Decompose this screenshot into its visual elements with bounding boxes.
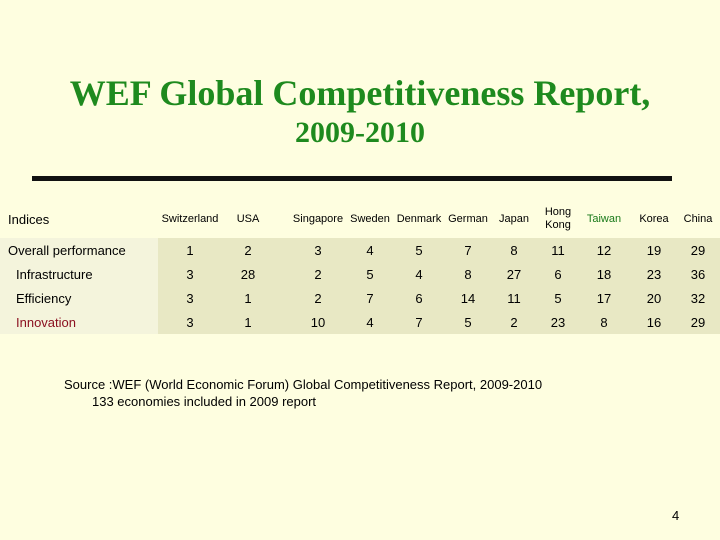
table-cell: 7 xyxy=(464,242,472,258)
table-cell: 8 xyxy=(464,266,472,282)
column-header: Sweden xyxy=(350,212,390,225)
table-cell: 14 xyxy=(460,290,476,306)
column-header: USA xyxy=(236,212,260,225)
row-label: Infrastructure xyxy=(0,262,158,286)
page-number: 4 xyxy=(672,508,680,523)
table-cell: 1 xyxy=(186,242,194,258)
column-header: China xyxy=(683,212,713,225)
table-cell: 3 xyxy=(186,314,194,330)
table-row: Infrastructure 3 28 2 5 4 8 27 6 18 23 36 xyxy=(0,262,720,286)
table-cell: 5 xyxy=(464,314,472,330)
table-cell: 18 xyxy=(596,266,612,282)
table-cell: 4 xyxy=(366,314,374,330)
table-cell: 1 xyxy=(244,290,252,306)
row-label-text: Infrastructure xyxy=(16,266,93,282)
row-cells: 3 1 10 4 7 5 2 23 8 16 29 xyxy=(158,310,720,334)
table-cell: 7 xyxy=(415,314,423,330)
title-divider xyxy=(32,176,268,181)
column-header: Korea xyxy=(639,212,669,225)
row-label: Overall performance xyxy=(0,238,158,262)
row-cells: 3 1 2 7 6 14 11 5 17 20 32 xyxy=(158,286,720,310)
table-cell: 28 xyxy=(240,266,256,282)
table-header-row: Indices Switzerland USA Singapore Sweden Den… xyxy=(0,200,720,238)
column-header: German xyxy=(448,212,488,225)
table-corner-label: Indices xyxy=(0,200,158,238)
row-label-text: Innovation xyxy=(16,314,76,330)
table-cell: 36 xyxy=(690,266,706,282)
column-header: Hong Kong xyxy=(544,206,572,231)
table-cell: 6 xyxy=(554,266,562,282)
table-cell: 16 xyxy=(646,314,662,330)
table-cell: 32 xyxy=(690,290,706,306)
table-cell: 3 xyxy=(314,242,322,258)
table-cell: 1 xyxy=(244,314,252,330)
table-cell: 2 xyxy=(510,314,518,330)
table-cell: 5 xyxy=(554,290,562,306)
column-header: Taiwan xyxy=(586,212,622,225)
page-title-line2: 2009-2010 xyxy=(295,116,425,149)
table-cell: 19 xyxy=(646,242,662,258)
source-line2: 133 economies included in 2009 report xyxy=(92,394,317,409)
corner-label-text: Indices xyxy=(8,211,50,227)
table-cell: 27 xyxy=(506,266,522,282)
table-cell: 12 xyxy=(596,242,612,258)
row-label: Innovation xyxy=(0,310,158,334)
table-cell: 8 xyxy=(600,314,608,330)
table-row: Efficiency 3 1 2 7 6 14 11 5 17 20 32 xyxy=(0,286,720,310)
table-cell: 23 xyxy=(646,266,662,282)
row-cells: 1 2 3 4 5 7 8 11 12 19 29 xyxy=(158,238,720,262)
table-cell: 20 xyxy=(646,290,662,306)
row-label-text: Overall performance xyxy=(8,242,126,258)
column-header: Singapore xyxy=(292,212,344,225)
table-cell: 2 xyxy=(314,266,322,282)
header-cells: Switzerland USA Singapore Sweden Denmark Germ… xyxy=(158,200,720,238)
table-cell: 3 xyxy=(186,266,194,282)
row-cells: 3 28 2 5 4 8 27 6 18 23 36 xyxy=(158,262,720,286)
source-note: Source :WEF (World Economic Forum) Globa… xyxy=(64,376,542,410)
table-cell: 2 xyxy=(314,290,322,306)
table-cell: 11 xyxy=(507,290,521,306)
table-cell: 4 xyxy=(415,266,423,282)
row-label: Efficiency xyxy=(0,286,158,310)
source-line1: Source :WEF (World Economic Forum) Globa… xyxy=(64,377,543,392)
table-cell: 7 xyxy=(366,290,374,306)
table-cell: 3 xyxy=(186,290,194,306)
table-cell: 17 xyxy=(596,290,612,306)
table-cell: 8 xyxy=(510,242,518,258)
table-cell: 5 xyxy=(415,242,423,258)
table-cell: 2 xyxy=(244,242,252,258)
table-row: Overall performance 1 2 3 4 5 7 8 11 12 19 29 xyxy=(0,238,720,262)
table-cell: 5 xyxy=(366,266,374,282)
table-cell: 29 xyxy=(690,242,706,258)
title-divider xyxy=(222,176,672,181)
table-cell: 10 xyxy=(310,314,326,330)
column-header: Denmark xyxy=(396,212,442,225)
table-cell: 23 xyxy=(550,314,566,330)
page-title-line1: WEF Global Competitiveness Report, xyxy=(69,73,651,113)
row-label-text: Efficiency xyxy=(16,290,72,306)
table-cell: 29 xyxy=(690,314,706,330)
column-header: Japan xyxy=(499,212,529,225)
table-cell: 6 xyxy=(415,290,423,306)
table-cell: 4 xyxy=(366,242,374,258)
column-header: Switzerland xyxy=(161,212,219,225)
table-cell: 11 xyxy=(551,242,565,258)
table-row: Innovation 3 1 10 4 7 5 2 23 8 16 29 xyxy=(0,310,720,334)
